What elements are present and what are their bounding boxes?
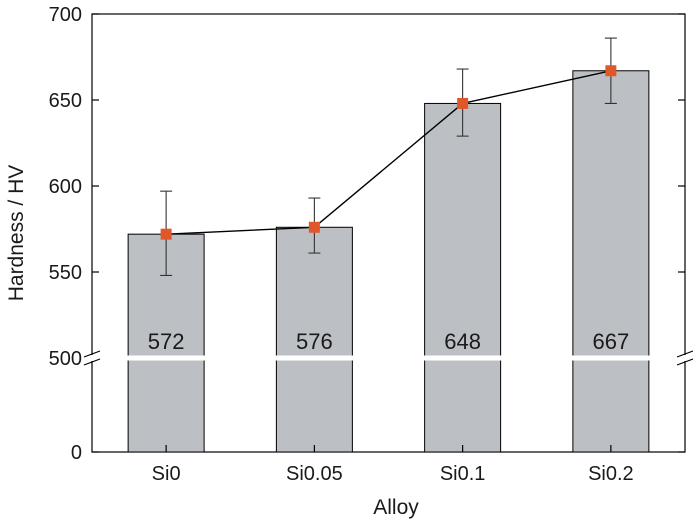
- bar-Si0.1: [424, 102, 502, 453]
- marker-Si0.1: [457, 97, 469, 109]
- x-tick-label-Si0.2: Si0.2: [588, 463, 634, 485]
- axis-break-band: [93, 355, 684, 361]
- x-axis-title: Alloy: [373, 496, 419, 519]
- value-label-Si0.2: 667: [593, 329, 630, 354]
- y-tick-label-700: 700: [49, 4, 82, 26]
- y-tick-label-650: 650: [49, 90, 82, 112]
- axis-break-gap-left: [82, 355, 102, 361]
- y-tick-label-0: 0: [71, 442, 82, 464]
- bar-Si0.05: [275, 226, 353, 453]
- plot-frame: [91, 13, 686, 453]
- labels-layer: 572 576 648 667: [148, 329, 629, 354]
- x-tick-label-Si0: Si0: [152, 463, 181, 485]
- trend-line-layer: [160, 65, 617, 240]
- y-tick-label-500: 500: [49, 348, 82, 370]
- value-label-Si0: 572: [148, 329, 185, 354]
- break-mark-right-lower: [676, 358, 694, 366]
- x-tick-label-Si0.1: Si0.1: [440, 463, 486, 485]
- y-tick-label-600: 600: [49, 176, 82, 198]
- marker-Si0: [160, 228, 172, 240]
- break-mark-left-lower: [83, 358, 101, 366]
- marker-Si0.05: [308, 221, 320, 233]
- bar-Si0.2: [572, 70, 650, 453]
- error-bars-layer: [160, 37, 617, 276]
- axis-break-gap-right: [675, 355, 695, 361]
- y-tick-label-550: 550: [49, 262, 82, 284]
- break-mark-left-upper: [83, 350, 101, 358]
- value-label-Si0.1: 648: [444, 329, 481, 354]
- ticks-layer: 0 500 550 600 650 700 Si0 Si0.05 Si0.1 Si0.2: [49, 4, 685, 485]
- marker-Si0.2: [605, 65, 617, 77]
- trend-line: [166, 70, 612, 235]
- x-tick-label-Si0.05: Si0.05: [286, 463, 343, 485]
- break-mark-right-upper: [676, 350, 694, 358]
- y-axis-title: Hardness / HV: [5, 165, 28, 302]
- value-label-Si0.05: 576: [296, 329, 333, 354]
- bars-layer: [127, 70, 650, 453]
- axis-break-layer: [82, 350, 695, 366]
